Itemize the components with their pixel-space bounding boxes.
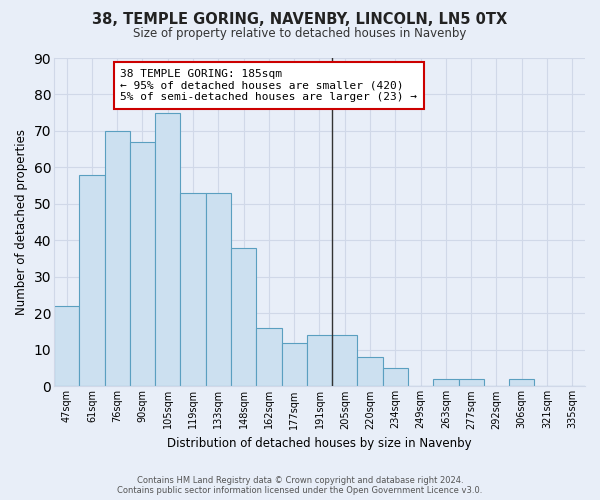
Text: Contains HM Land Registry data © Crown copyright and database right 2024.
Contai: Contains HM Land Registry data © Crown c… bbox=[118, 476, 482, 495]
Text: 38 TEMPLE GORING: 185sqm
← 95% of detached houses are smaller (420)
5% of semi-d: 38 TEMPLE GORING: 185sqm ← 95% of detach… bbox=[121, 69, 418, 102]
Bar bbox=[281, 342, 307, 386]
Bar bbox=[256, 328, 281, 386]
Text: Size of property relative to detached houses in Navenby: Size of property relative to detached ho… bbox=[133, 28, 467, 40]
Bar bbox=[231, 248, 256, 386]
Bar bbox=[54, 306, 79, 386]
Bar bbox=[509, 379, 535, 386]
X-axis label: Distribution of detached houses by size in Navenby: Distribution of detached houses by size … bbox=[167, 437, 472, 450]
Y-axis label: Number of detached properties: Number of detached properties bbox=[15, 129, 28, 315]
Bar bbox=[79, 175, 104, 386]
Bar bbox=[181, 193, 206, 386]
Bar bbox=[130, 142, 155, 386]
Bar bbox=[307, 336, 332, 386]
Bar bbox=[383, 368, 408, 386]
Bar bbox=[332, 336, 358, 386]
Bar bbox=[206, 193, 231, 386]
Bar bbox=[358, 357, 383, 386]
Bar bbox=[433, 379, 458, 386]
Bar bbox=[458, 379, 484, 386]
Bar bbox=[155, 112, 181, 386]
Bar bbox=[104, 131, 130, 386]
Text: 38, TEMPLE GORING, NAVENBY, LINCOLN, LN5 0TX: 38, TEMPLE GORING, NAVENBY, LINCOLN, LN5… bbox=[92, 12, 508, 28]
